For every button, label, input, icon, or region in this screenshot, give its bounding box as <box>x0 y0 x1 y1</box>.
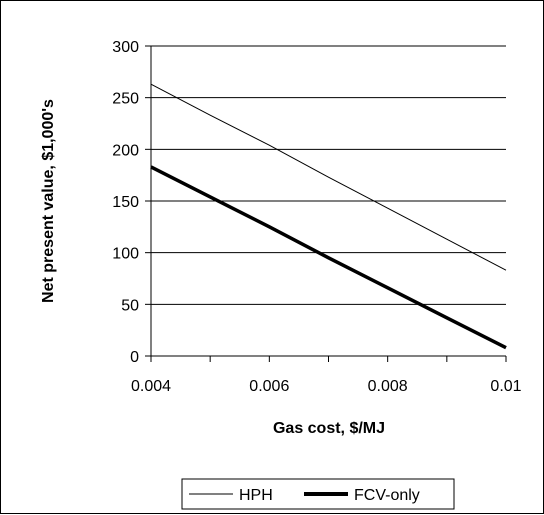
y-axis-title: Net present value, $1,000's <box>40 99 57 303</box>
y-tick-label-6: 300 <box>112 39 139 56</box>
y-tick-label-0: 0 <box>130 349 139 366</box>
y-tick-labels: 0 50 100 150 200 250 300 <box>112 39 139 366</box>
x-tick-label-2: 0.008 <box>368 378 408 395</box>
x-tick-labels: 0.004 0.006 0.008 0.01 <box>131 378 522 395</box>
y-tick-label-1: 50 <box>121 297 139 314</box>
legend: HPH FCV-only <box>181 478 455 510</box>
series-line-hph <box>150 83 507 271</box>
x-tick-label-1: 0.006 <box>249 378 289 395</box>
y-tick-label-5: 250 <box>112 91 139 108</box>
series-line-fcv-only <box>150 165 507 350</box>
legend-label-hph: HPH <box>239 487 273 504</box>
y-tick-label-3: 150 <box>112 194 139 211</box>
x-tick-label-0: 0.004 <box>131 378 171 395</box>
gridlines <box>151 45 506 305</box>
legend-label-fcv-only: FCV-only <box>354 487 420 504</box>
y-tick-label-4: 200 <box>112 142 139 159</box>
axes <box>145 45 507 362</box>
series-lines <box>150 83 507 350</box>
x-axis-title: Gas cost, $/MJ <box>273 420 385 437</box>
x-tick-label-3: 0.01 <box>490 378 521 395</box>
y-tick-label-2: 100 <box>112 246 139 263</box>
